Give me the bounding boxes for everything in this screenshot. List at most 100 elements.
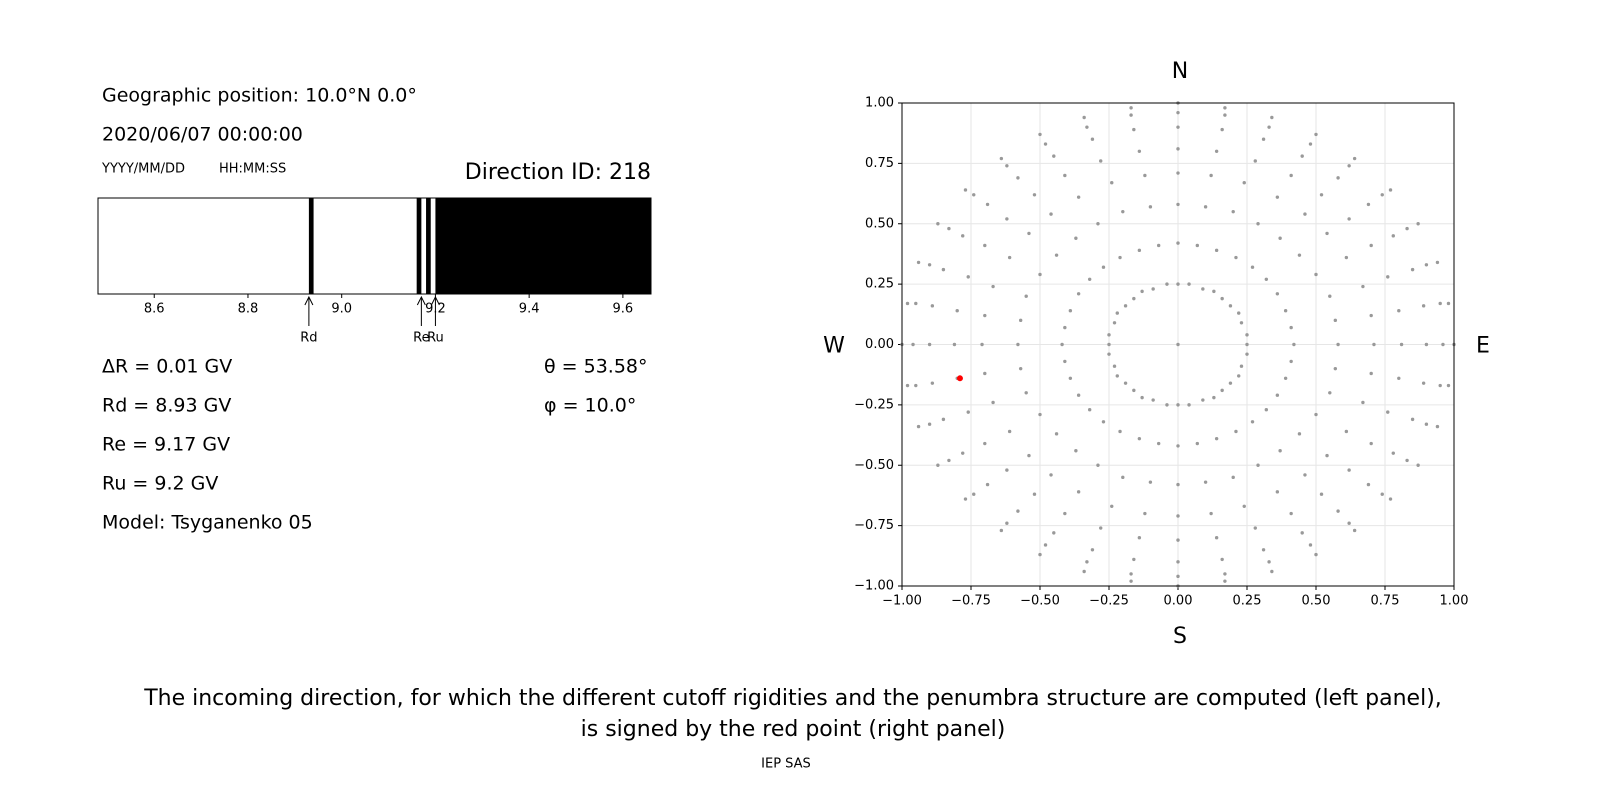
point (991, 400, 995, 405)
point (1112, 321, 1117, 325)
point (1063, 359, 1067, 364)
x-tick-label: −0.75 (951, 594, 991, 609)
point (1101, 420, 1106, 424)
point (1270, 115, 1274, 120)
point (1082, 115, 1086, 120)
point (1261, 548, 1266, 552)
point (1283, 376, 1288, 381)
point (1289, 325, 1293, 330)
point (1303, 473, 1307, 477)
point (983, 313, 987, 318)
point (1275, 292, 1280, 296)
point (1245, 342, 1249, 347)
point (1250, 420, 1255, 424)
point (1212, 289, 1216, 294)
point (1438, 383, 1442, 388)
point (1074, 449, 1078, 453)
point (1129, 579, 1133, 583)
arrow-head (430, 295, 440, 306)
point (1024, 391, 1028, 395)
point (1405, 226, 1409, 231)
point (1297, 432, 1302, 436)
point (1250, 265, 1255, 269)
point (930, 304, 935, 308)
point (1399, 342, 1404, 347)
point (1410, 417, 1415, 422)
point (1110, 504, 1114, 509)
point (1319, 492, 1324, 496)
x-tick-label: −0.50 (1020, 594, 1060, 609)
point (1195, 441, 1200, 446)
point (1344, 429, 1349, 434)
x-tick-label: −1.00 (882, 594, 922, 609)
point (1234, 429, 1238, 434)
point (1228, 381, 1233, 385)
point (1132, 557, 1136, 562)
point (1220, 557, 1224, 562)
y-tick-label: 0.50 (865, 216, 894, 231)
point (1115, 311, 1119, 315)
point (1140, 289, 1144, 294)
point (1016, 176, 1020, 180)
point (1352, 528, 1357, 533)
point (1016, 509, 1020, 513)
point (1038, 552, 1042, 557)
point (1110, 180, 1114, 185)
point (1234, 255, 1238, 260)
point (1148, 205, 1153, 209)
point (1107, 342, 1111, 347)
point (1214, 149, 1219, 153)
point (1176, 403, 1180, 407)
point (1024, 294, 1028, 298)
point (1314, 552, 1318, 557)
point (1082, 569, 1086, 574)
point (911, 342, 915, 347)
point (1176, 342, 1180, 347)
point (936, 222, 940, 226)
point (1063, 325, 1067, 330)
point (1129, 106, 1133, 110)
point (1253, 526, 1257, 530)
point (1027, 453, 1031, 458)
point (1388, 497, 1393, 501)
point (1165, 403, 1169, 407)
point (1005, 521, 1009, 525)
point (1137, 536, 1142, 540)
point (1032, 492, 1037, 496)
point (1336, 342, 1340, 347)
point (1038, 272, 1042, 277)
point (1203, 480, 1208, 484)
point (1143, 511, 1147, 516)
axes-border (97, 197, 652, 295)
point (1176, 202, 1180, 207)
point (1137, 248, 1142, 253)
point (1369, 371, 1373, 376)
angle: φ = 10.0° (544, 395, 636, 417)
point (1049, 212, 1053, 216)
point (1366, 202, 1371, 207)
point (1099, 159, 1103, 163)
point (1308, 142, 1313, 146)
point (1239, 321, 1244, 325)
y-tick-label: −1.00 (854, 579, 894, 594)
point (1267, 125, 1271, 129)
point (1032, 193, 1037, 197)
arrow-head (304, 295, 314, 306)
x-tick-label: 8.8 (238, 302, 259, 317)
point (1372, 342, 1376, 347)
point (1333, 318, 1338, 323)
point (1220, 388, 1224, 393)
point (1446, 301, 1451, 306)
point (1256, 222, 1260, 226)
point (983, 371, 987, 376)
point (1239, 364, 1244, 368)
point (1231, 209, 1235, 214)
point (1223, 579, 1227, 583)
point (1245, 333, 1249, 337)
point (1421, 381, 1426, 385)
point (1289, 359, 1293, 364)
point (955, 308, 959, 313)
point (1314, 132, 1318, 137)
point (1369, 441, 1373, 446)
point (1076, 292, 1081, 296)
